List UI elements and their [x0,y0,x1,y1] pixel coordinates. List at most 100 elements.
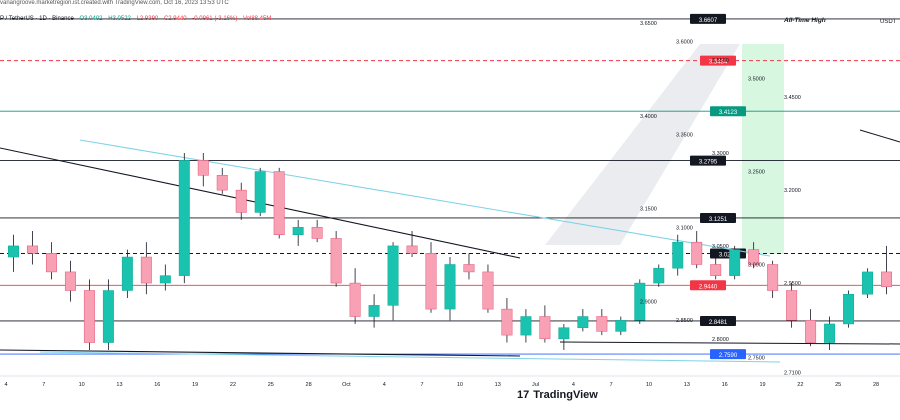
y-tick-label: 3.0000 [748,262,765,268]
candle-down [881,271,892,288]
candle-down [596,316,608,332]
x-tick-label: 7 [42,382,45,388]
high-value: H3.0522 [108,16,131,22]
lower-channel-line [39,351,781,363]
candle-up [824,323,836,343]
candle-down [406,245,418,254]
candle-down [45,253,57,273]
price-level-tag [700,315,736,326]
trendlines [0,129,900,363]
candle-up [672,241,684,269]
candle-down [748,249,760,265]
y-tick-label: 3.3000 [712,151,729,157]
channel-trendline [79,139,771,257]
x-tick-label: Oct [342,382,351,388]
x-tick-label: 4 [383,382,386,388]
x-tick-label: 16 [722,382,728,388]
candle-down [83,290,95,343]
y-tick-label: 3.0500 [712,244,729,250]
candle-down [539,316,551,340]
y-tick-label: 3.4000 [640,114,657,120]
symbol-name[interactable]: P / TetherUS · 1D · Binance [0,16,74,22]
y-tick-label: 3.5000 [748,77,765,83]
y-tick-label: 2.8500 [676,318,693,324]
x-tick-label: 7 [421,382,424,388]
candle-up [387,245,399,306]
price-level-label: 2.7590 [719,353,738,359]
candle-up [634,282,646,321]
y-tick-label: 3.2500 [748,170,765,176]
price-level-tag [710,349,746,360]
price-level-label: 2.9440 [699,284,718,290]
candle-up [444,264,456,310]
candle-down [311,227,323,239]
x-tick-label: 10 [457,382,463,388]
candle-up [254,171,266,213]
price-level-label: 3.0296 [719,252,738,258]
candle-down [710,264,722,276]
x-tick-label: 7 [610,382,613,388]
candle-up [8,245,19,258]
candle-down [235,189,247,213]
close-value: C2.9440 [163,16,187,22]
x-tick-label: 28 [306,382,312,388]
y-tick-label: 3.5500 [712,58,729,64]
candle-up [121,256,133,291]
candle-down [330,238,342,284]
candle-down [425,253,437,310]
x-tick-label: 22 [230,382,236,388]
all-time-high-label: All-Time High [783,17,826,24]
candle-up [159,275,171,284]
open-value: O3.0402 [79,16,103,22]
y-tick-label: 2.9500 [784,281,801,287]
y-tick-label: 2.7500 [748,355,765,361]
x-tick-label: 22 [797,382,803,388]
candle-up [102,290,114,343]
y-tick-label: 3.1000 [676,225,693,231]
candle-up [292,227,304,235]
candle-up [653,267,665,284]
candle-up [843,293,855,325]
symbol-legend: P / TetherUS · 1D · Binance O3.0402 H3.0… [0,16,275,22]
x-tick-label: 13 [495,382,501,388]
candle-down [216,175,228,191]
candle-up [368,305,380,317]
candle-up [558,327,570,340]
quote-currency-label: USDT [880,19,897,25]
candle-down [691,241,703,265]
lower-trendline-right [559,341,900,345]
x-tick-label: 10 [646,382,652,388]
zones [545,44,784,254]
candle-up [178,160,190,276]
price-level-label: 3.4123 [719,110,738,116]
published-line: vanangroove.marketregion.ist.created.wit… [0,0,229,6]
price-axis: 3.6500 3.6000 3.5500 3.5000 3.4500 3.4000 3.35… [640,19,897,376]
y-tick-label: 3.6000 [676,39,693,45]
y-tick-label: 2.7100 [784,370,801,376]
price-level-label: 3.5484 [709,60,728,66]
price-level-label: 3.6607 [699,18,718,24]
time-axis: 4 7 10 13 16 19 22 25 28 Oct 4 7 10 13 Jul 4 7 10 13 16 19 22… [4,382,879,388]
price-level-tag [710,106,746,117]
x-tick-label: 13 [684,382,690,388]
x-tick-label: 19 [192,382,198,388]
y-tick-label: 2.9000 [640,300,657,306]
candle-down [349,282,361,317]
price-level-tag [690,13,726,24]
candle-down [805,319,817,343]
candle-up [862,271,874,295]
x-tick-label: 25 [268,382,274,388]
candle-up [577,316,589,328]
x-tick-label: 28 [873,382,879,388]
tradingview-logo[interactable]: 17 TradingView [517,389,598,401]
x-tick-label: 19 [759,382,765,388]
logo-icon: 17 [517,389,530,401]
y-tick-label: 3.6500 [640,21,657,27]
support-trendline [0,349,521,357]
candle-down [786,290,798,321]
candle-down [767,264,779,291]
x-tick-label: 10 [79,382,85,388]
price-level-label: 2.8481 [709,320,728,326]
